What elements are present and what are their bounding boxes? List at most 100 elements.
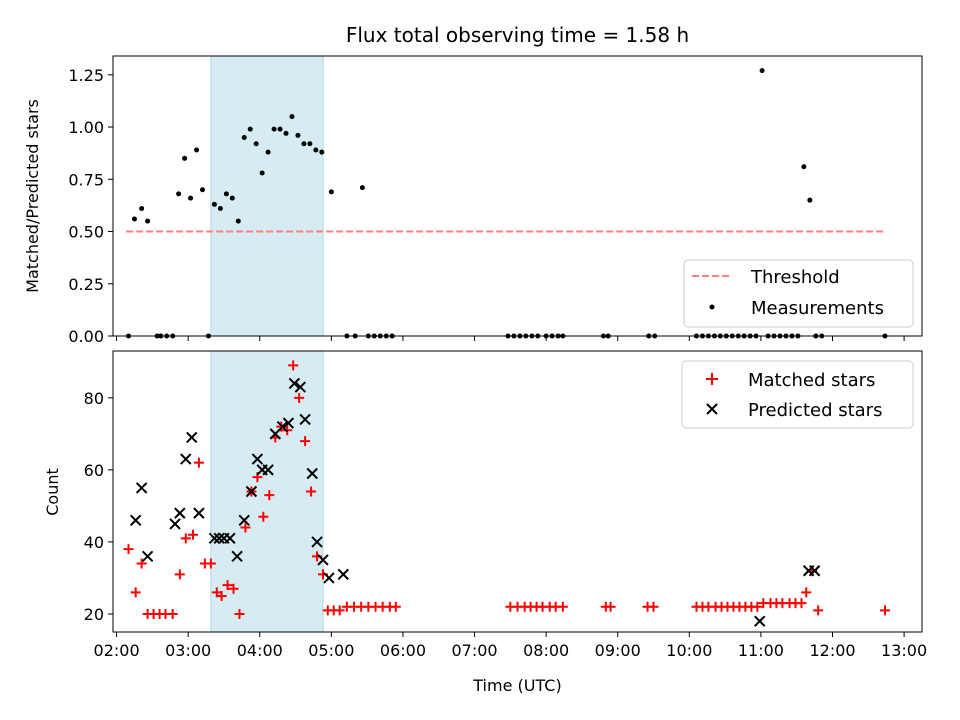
top-y-tick-label: 0.25 <box>68 275 104 294</box>
matched-star-point <box>557 601 568 612</box>
top-highlight-span <box>210 55 324 337</box>
matched-star-point <box>880 605 891 616</box>
x-tick-label: 02:00 <box>94 641 140 660</box>
predicted-star-point <box>208 532 221 545</box>
matched-star-point <box>234 608 245 619</box>
bottom-y-tick-label: 80 <box>84 389 104 408</box>
predicted-star-point <box>808 565 821 577</box>
predicted-star-point <box>129 514 142 527</box>
matched-star-point <box>130 587 141 598</box>
bottom-y-tick-label: 40 <box>84 533 104 552</box>
matched-star-point <box>193 457 204 468</box>
top-observing-window <box>210 55 324 337</box>
bottom-legend-box <box>681 360 914 429</box>
measurement-point <box>277 126 283 132</box>
measurement-point <box>259 170 265 176</box>
measurement-point <box>241 134 247 140</box>
matched-star-point <box>796 598 807 609</box>
matched-star-point <box>240 522 251 533</box>
legend-measurements-swatch <box>709 304 715 310</box>
measurement-point <box>194 147 200 153</box>
x-tick-label: 13:00 <box>881 641 927 660</box>
matched-star-point <box>258 511 269 522</box>
measurement-point <box>139 206 145 212</box>
predicted-star-point <box>306 467 318 480</box>
predicted-star-point <box>317 554 329 566</box>
legend-matched-label: Matched stars <box>748 370 875 391</box>
matched-star-point <box>264 490 275 501</box>
measurement-point <box>265 149 271 155</box>
predicted-star-point <box>276 420 289 433</box>
predicted-star-point <box>169 518 181 530</box>
predicted-star-point <box>262 464 274 476</box>
predicted-star-point <box>251 453 264 465</box>
x-tick-label: 08:00 <box>523 641 569 660</box>
measurement-point <box>319 149 325 155</box>
bottom-plot-marks <box>123 360 891 627</box>
predicted-star-point <box>299 413 311 426</box>
measurement-point <box>328 189 334 195</box>
measurement-point <box>801 164 807 170</box>
top-legend: Threshold Measurements <box>683 259 914 328</box>
top-y-tick-label: 0.00 <box>68 327 104 346</box>
predicted-star-point <box>294 381 307 393</box>
matched-star-point <box>300 436 311 447</box>
measurement-point <box>271 126 277 132</box>
measurement-point <box>289 114 295 120</box>
matched-star-point <box>648 601 659 612</box>
measurement-point <box>295 132 301 138</box>
measurement-point <box>235 218 241 224</box>
matched-star-point <box>801 587 812 598</box>
x-tick-label: 03:00 <box>165 641 211 660</box>
x-tick-label: 07:00 <box>451 641 497 660</box>
measurement-point <box>182 155 188 161</box>
predicted-star-point <box>282 417 295 429</box>
legend-threshold-label: Threshold <box>750 267 840 288</box>
predicted-star-point <box>174 507 186 519</box>
matched-star-point <box>136 558 147 569</box>
x-tick-label: 04:00 <box>237 641 283 660</box>
x-tick-label: 10:00 <box>666 641 712 660</box>
bottom-panel: 02:00 03:00 04:00 05:00 06:00 07:00 08:00 09:00… <box>43 350 927 695</box>
measurement-point <box>313 147 319 153</box>
legend-predicted-label: Predicted stars <box>748 400 882 421</box>
top-axes-frame <box>112 55 923 337</box>
matched-star-point <box>228 583 239 594</box>
predicted-star-point <box>754 615 766 627</box>
matched-star-point <box>605 601 616 612</box>
matched-star-point <box>334 605 345 616</box>
predicted-star-point <box>141 550 154 563</box>
predicted-star-point <box>288 377 301 390</box>
measurement-point <box>229 195 235 201</box>
measurement-point <box>199 187 205 193</box>
matched-star-point <box>187 529 198 540</box>
measurement-point <box>223 191 229 197</box>
top-legend-box <box>683 259 914 328</box>
bottom-y-tick-label: 20 <box>84 605 104 624</box>
measurement-point <box>176 191 182 197</box>
legend-predicted-swatch <box>706 403 718 415</box>
x-tick-label: 12:00 <box>809 641 855 660</box>
top-y-tick-label: 0.75 <box>68 170 104 189</box>
measurement-point <box>211 201 217 207</box>
measurement-point <box>307 141 313 147</box>
measurement-point <box>145 218 151 224</box>
legend-matched-swatch <box>706 373 718 385</box>
matched-star-point <box>390 601 401 612</box>
x-tick-label: 05:00 <box>308 641 354 660</box>
matched-star-point <box>294 392 305 403</box>
matched-star-point <box>123 544 134 555</box>
top-y-tick-label: 1.25 <box>68 66 104 85</box>
matched-star-point <box>288 360 299 371</box>
measurement-point <box>283 130 289 136</box>
predicted-star-point <box>135 482 148 494</box>
matched-star-point <box>222 580 233 591</box>
matched-star-point <box>167 608 178 619</box>
x-tick-label: 11:00 <box>738 641 784 660</box>
bottom-axes-frame <box>112 350 923 633</box>
top-y-tick-label: 1.00 <box>68 118 104 137</box>
predicted-star-point <box>238 514 250 527</box>
predicted-star-point <box>186 431 198 444</box>
measurement-point <box>301 141 307 147</box>
